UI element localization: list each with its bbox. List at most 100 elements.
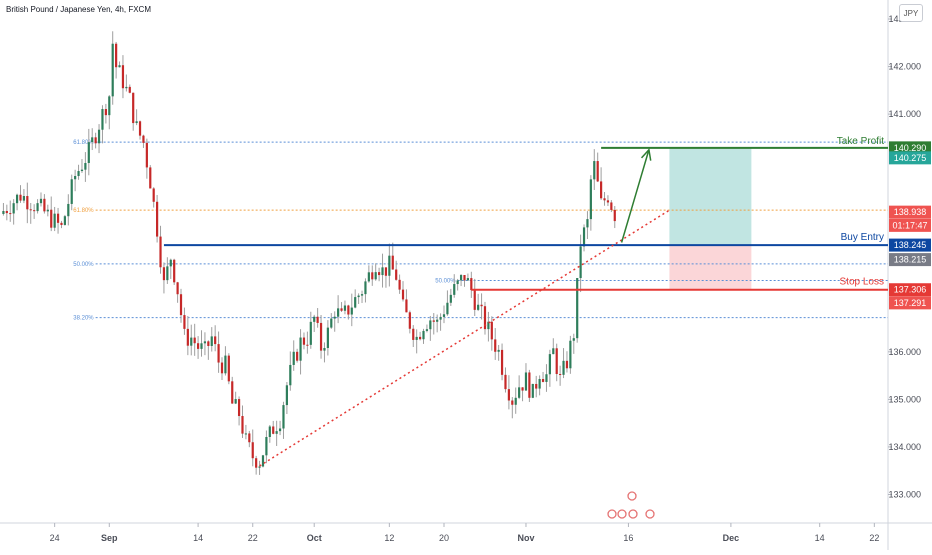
event-marker-icon[interactable] <box>627 491 637 501</box>
event-marker-icon[interactable] <box>617 509 627 519</box>
candle-body <box>306 344 309 346</box>
candle-body <box>19 194 22 201</box>
candle-body <box>473 290 476 310</box>
candle-body <box>562 360 565 375</box>
candle-body <box>29 209 32 211</box>
price-label-box <box>889 151 931 165</box>
candle-body <box>159 236 162 268</box>
candle-body <box>2 210 5 214</box>
candle-body <box>142 135 145 143</box>
candle-body <box>261 455 265 467</box>
candle-body <box>323 347 326 351</box>
time-tick-label: Oct <box>307 533 322 543</box>
candle-body <box>26 196 29 210</box>
candle-body <box>207 341 210 346</box>
candle-body <box>378 272 381 276</box>
candle-body <box>319 322 323 351</box>
candle-body <box>371 272 374 280</box>
candle-body <box>405 299 408 313</box>
candle-body <box>111 43 114 97</box>
time-tick-label: Sep <box>101 533 118 543</box>
candle-body <box>220 362 224 374</box>
event-marker-icon[interactable] <box>607 509 617 519</box>
candle-body <box>258 466 261 468</box>
candle-body <box>330 318 333 328</box>
candle-body <box>87 142 90 164</box>
candle-body <box>535 383 538 389</box>
candle-body <box>316 316 319 323</box>
candle-body <box>459 275 463 281</box>
time-tick-label: 20 <box>439 533 449 543</box>
candle-body <box>548 354 551 375</box>
candle-body <box>214 336 217 345</box>
time-tick-label: 14 <box>815 533 825 543</box>
candle-body <box>541 379 545 382</box>
price-label-text: 140.275 <box>894 153 927 163</box>
candle-body <box>5 210 8 214</box>
candle-body <box>135 121 138 124</box>
candle-body <box>569 340 572 369</box>
candle-body <box>354 297 357 308</box>
candle-body <box>483 306 487 330</box>
candle-body <box>46 209 49 212</box>
arrow-shaft <box>620 149 650 243</box>
candle-body <box>518 387 521 398</box>
candle-body <box>244 433 248 435</box>
candle-body <box>572 338 575 341</box>
candle-body <box>282 405 285 429</box>
candle-body <box>278 428 282 432</box>
candle-body <box>224 355 227 374</box>
price-tick-label: 135.000 <box>888 394 921 404</box>
candle-body <box>528 372 531 398</box>
buy-entry-label: Buy Entry <box>841 232 884 243</box>
candle-body <box>524 372 528 391</box>
fib-level-label: 61.80% <box>73 208 94 214</box>
candle-body <box>91 137 94 143</box>
candle-body <box>333 316 336 319</box>
candle-body <box>234 399 237 404</box>
candle-body <box>511 400 514 405</box>
currency-button[interactable]: JPY <box>899 4 923 22</box>
event-marker-icon[interactable] <box>628 509 638 519</box>
candle-body <box>12 203 15 214</box>
time-tick-label: 22 <box>248 533 258 543</box>
candle-body <box>579 246 582 279</box>
time-tick-label: 24 <box>50 533 60 543</box>
candle-body <box>367 272 370 282</box>
time-tick-label: Dec <box>723 533 740 543</box>
candle-body <box>292 351 295 365</box>
candle-body <box>347 305 350 315</box>
candle-body <box>60 222 63 225</box>
candle-body <box>521 387 524 391</box>
event-marker-icon[interactable] <box>645 509 655 519</box>
candle-body <box>480 304 483 307</box>
candle-body <box>565 360 569 369</box>
candle-body <box>289 364 292 386</box>
candle-body <box>108 96 111 116</box>
price-label-box <box>889 296 931 310</box>
price-label-text: 140.290 <box>894 143 927 153</box>
candle-body <box>125 86 128 89</box>
candle-body <box>255 458 258 468</box>
candle-body <box>439 316 442 320</box>
candle-body <box>77 171 80 177</box>
price-label-box <box>889 238 931 252</box>
fib-level-label: 38.20% <box>73 316 94 322</box>
candle-body <box>63 216 66 225</box>
candle-body <box>343 305 347 311</box>
candle-body <box>210 336 213 346</box>
candle-body <box>613 209 616 222</box>
candle-body <box>183 315 186 329</box>
candle-body <box>466 278 470 281</box>
candle-body <box>190 337 193 346</box>
candle-body <box>97 129 101 144</box>
candle-body <box>463 275 466 281</box>
candle-body <box>104 109 107 116</box>
candle-body <box>285 385 288 406</box>
candle-body <box>500 349 504 375</box>
chart-title: British Pound / Japanese Yen, 4h, FXCM <box>6 5 151 14</box>
candle-body <box>56 213 60 223</box>
candle-body <box>593 161 596 180</box>
